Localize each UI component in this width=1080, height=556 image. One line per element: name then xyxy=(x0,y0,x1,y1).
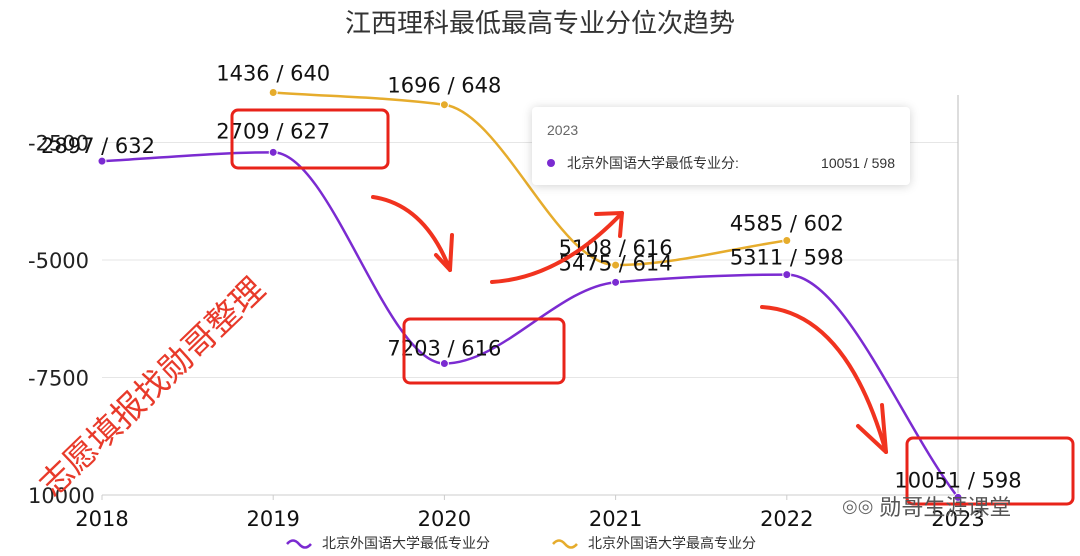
data-label: 2897 / 632 xyxy=(41,134,155,158)
data-point[interactable] xyxy=(611,277,621,287)
tooltip-value: 10051 / 598 xyxy=(821,155,895,171)
data-labels: 2897 / 632 2709 / 627 7203 / 616 5475 / 614… xyxy=(41,61,1022,492)
data-point[interactable] xyxy=(97,156,107,166)
series-group xyxy=(97,87,963,502)
x-tick-label: 2019 xyxy=(246,507,299,531)
x-tick-label: 2020 xyxy=(418,507,471,531)
data-point[interactable] xyxy=(953,492,963,502)
y-tick-label: -5000 xyxy=(28,249,89,273)
data-label: 5475 / 614 xyxy=(559,251,673,275)
y-tick-label: -7500 xyxy=(28,367,89,391)
legend-min-label: 北京外国语大学最低专业分 xyxy=(322,536,490,552)
legend: 北京外国语大学最低专业分 北京外国语大学最高专业分 xyxy=(286,535,756,552)
data-label: 4585 / 602 xyxy=(730,211,844,235)
tooltip-row: 北京外国语大学最低专业分: 10051 / 598 xyxy=(547,153,895,173)
chart-title: 江西理科最低最高专业分位次趋势 xyxy=(345,9,735,39)
x-axis: 2018 2019 2020 2021 2022 2023 xyxy=(75,494,985,531)
y-tick-label: -2500 xyxy=(28,132,89,156)
y-tick-label: 10000 xyxy=(28,484,95,508)
arrow-head-icon xyxy=(434,233,454,272)
arrow-down-icon xyxy=(371,195,452,272)
legend-max-label: 北京外国语大学最高专业分 xyxy=(588,535,756,552)
annotation-arrows xyxy=(371,195,888,454)
legend-line-icon xyxy=(286,539,312,549)
y-axis: -2500 -5000 -7500 10000 xyxy=(28,132,95,509)
highlight-box-2020 xyxy=(402,317,566,385)
arrow-head-icon xyxy=(856,403,888,454)
highlight-box-2023 xyxy=(905,436,1075,506)
x-tick-label: 2023 xyxy=(931,507,984,531)
data-label: 1436 / 640 xyxy=(216,61,330,85)
series-line-max xyxy=(273,91,787,267)
data-point[interactable] xyxy=(439,100,449,110)
x-tick-label: 2018 xyxy=(75,507,128,531)
x-tick-label: 2021 xyxy=(589,507,642,531)
wechat-icon: ◎◎ xyxy=(842,495,874,517)
data-label: 2709 / 627 xyxy=(216,119,330,143)
data-label: 10051 / 598 xyxy=(894,468,1021,492)
x-tick-label: 2022 xyxy=(760,507,813,531)
data-point[interactable] xyxy=(439,359,449,369)
data-label: 5108 / 616 xyxy=(559,236,673,260)
brand-watermark: ◎◎ 勋哥生涯课堂 xyxy=(842,490,1011,522)
data-label: 1696 / 648 xyxy=(387,74,501,98)
tooltip-dot-icon xyxy=(547,159,555,167)
data-label: 7203 / 616 xyxy=(387,337,501,361)
brand-text: 勋哥生涯课堂 xyxy=(879,496,1012,521)
tooltip-series-name: 北京外国语大学最低专业分: xyxy=(567,155,739,171)
data-point[interactable] xyxy=(611,260,621,270)
arrow-head-icon xyxy=(594,211,624,238)
arrow-down-icon xyxy=(760,305,888,454)
data-point[interactable] xyxy=(782,270,792,280)
highlight-boxes xyxy=(230,108,1075,506)
data-point[interactable] xyxy=(268,147,278,157)
tooltip: 2023 北京外国语大学最低专业分: 10051 / 598 xyxy=(532,107,910,185)
tooltip-year: 2023 xyxy=(547,122,579,138)
legend-line-icon xyxy=(552,539,578,549)
arrow-up-icon xyxy=(490,211,624,284)
data-point[interactable] xyxy=(268,87,278,97)
highlight-box-2019 xyxy=(230,108,390,170)
data-point[interactable] xyxy=(782,235,792,245)
data-label: 5311 / 598 xyxy=(730,246,844,270)
